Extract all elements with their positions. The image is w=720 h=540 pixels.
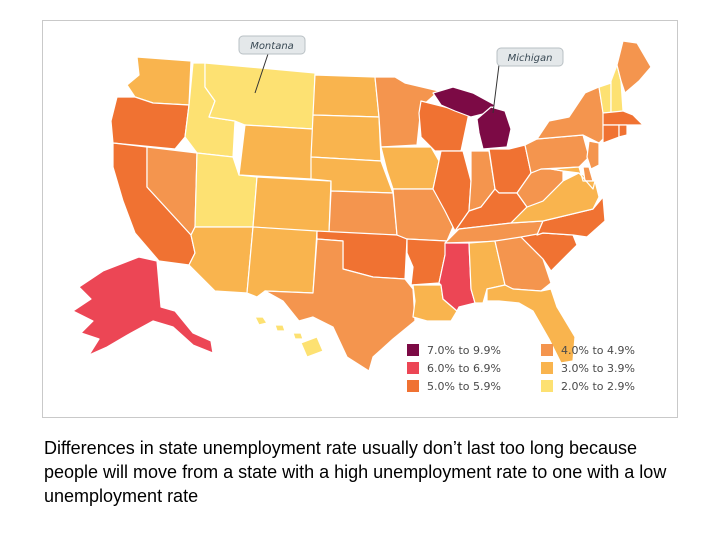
state-fl xyxy=(486,284,576,364)
state-hi-2 xyxy=(274,324,286,332)
map-frame: Montana Michigan 7.0% to 9.9% 6.0% to 6.… xyxy=(42,20,678,418)
legend-swatch-2-2 xyxy=(541,380,553,392)
state-hi-4 xyxy=(300,336,324,358)
state-sd xyxy=(310,114,382,162)
legend-swatch-3-3 xyxy=(541,362,553,374)
state-nm xyxy=(246,226,318,298)
state-ks xyxy=(328,190,398,236)
michigan-callout-pointer xyxy=(492,64,500,114)
legend-swatch-7-9 xyxy=(407,344,419,356)
michigan-callout-box xyxy=(496,47,564,67)
legend-label-7-9: 7.0% to 9.9% xyxy=(427,344,501,357)
state-nj xyxy=(586,140,600,170)
state-me xyxy=(616,40,652,94)
legend-swatch-5-5 xyxy=(407,380,419,392)
legend-swatch-6-6 xyxy=(407,362,419,374)
state-co xyxy=(252,176,332,234)
state-nd xyxy=(312,74,380,118)
montana-callout-label: Montana xyxy=(250,41,294,52)
montana-callout-pointer xyxy=(254,50,270,94)
montana-callout-box xyxy=(238,35,306,55)
legend-label-5-5: 5.0% to 5.9% xyxy=(427,380,501,393)
michigan-callout-label: Michigan xyxy=(508,53,553,64)
legend: 7.0% to 9.9% 6.0% to 6.9% 5.0% to 5.9% 4… xyxy=(407,344,635,393)
state-wy xyxy=(238,124,314,180)
state-md xyxy=(550,166,596,190)
state-hi-3 xyxy=(292,332,304,340)
state-ak xyxy=(72,256,214,356)
legend-label-4-4: 4.0% to 4.9% xyxy=(561,344,635,357)
state-ri xyxy=(618,124,628,138)
caption: Differences in state unemployment rate u… xyxy=(44,438,667,506)
legend-label-6-6: 6.0% to 6.9% xyxy=(427,362,501,375)
state-hi xyxy=(254,316,268,326)
state-mt xyxy=(204,62,316,130)
legend-label-3-3: 3.0% to 3.9% xyxy=(561,362,635,375)
state-tx xyxy=(264,238,416,372)
legend-label-2-2: 2.0% to 2.9% xyxy=(561,380,635,393)
state-or xyxy=(110,96,190,150)
legend-swatch-4-4 xyxy=(541,344,553,356)
us-unemployment-map: Montana Michigan 7.0% to 9.9% 6.0% to 6.… xyxy=(43,21,677,417)
